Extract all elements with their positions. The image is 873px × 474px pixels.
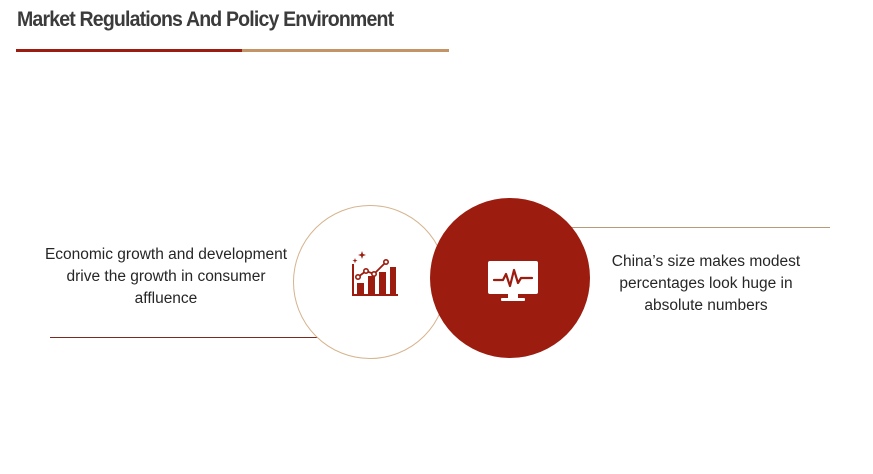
title-underline-accent	[16, 49, 242, 52]
monitor-pulse-icon	[488, 261, 538, 301]
right-connector-line	[570, 227, 830, 228]
right-description-text: China’s size makes modest percentages lo…	[611, 253, 801, 314]
title-underline-secondary	[242, 49, 449, 52]
page-title: Market Regulations And Policy Environmen…	[17, 8, 394, 31]
left-description-text: Economic growth and development drive th…	[44, 246, 288, 307]
left-connector-line	[50, 337, 318, 338]
growth-chart-icon	[352, 251, 398, 296]
